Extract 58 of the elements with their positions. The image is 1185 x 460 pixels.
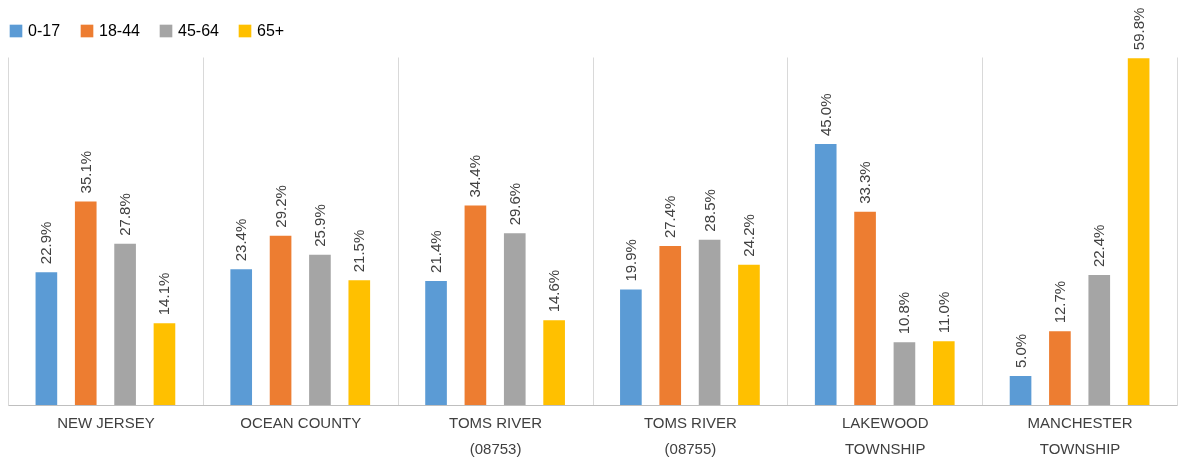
data-label: 35.1% bbox=[76, 150, 94, 194]
x-tick-label: OCEAN COUNTY bbox=[240, 413, 362, 431]
x-tick-label: TOMS RIVER (08753) bbox=[449, 413, 543, 457]
data-label: 45.0% bbox=[816, 93, 834, 136]
x-tick-label: TOMS RIVER (08755) bbox=[643, 413, 738, 457]
data-label: 34.4% bbox=[466, 154, 484, 198]
bar bbox=[893, 342, 916, 405]
data-label: 59.8% bbox=[1129, 7, 1147, 51]
data-label: 33.3% bbox=[856, 161, 874, 204]
bar bbox=[1088, 275, 1111, 405]
x-tick-label: NEW JERSEY bbox=[57, 413, 155, 431]
bar bbox=[698, 239, 721, 405]
data-label: 27.4% bbox=[661, 195, 679, 239]
bar bbox=[932, 341, 955, 405]
bar bbox=[814, 144, 837, 405]
bar bbox=[230, 269, 253, 405]
legend-label: 0-17 bbox=[28, 22, 61, 39]
data-label: 23.4% bbox=[232, 218, 250, 262]
data-label: 29.2% bbox=[271, 185, 289, 228]
data-label: 11.0% bbox=[934, 291, 952, 334]
legend-label: 18-44 bbox=[99, 22, 141, 39]
data-label: 19.9% bbox=[621, 239, 639, 282]
bar bbox=[74, 201, 97, 405]
bar bbox=[1009, 376, 1032, 405]
bar bbox=[269, 235, 292, 405]
bar bbox=[425, 280, 447, 405]
bar bbox=[854, 211, 876, 405]
data-label: 22.9% bbox=[37, 221, 55, 265]
bar bbox=[1127, 58, 1150, 405]
data-label: 21.5% bbox=[350, 229, 368, 273]
bar bbox=[738, 264, 760, 405]
legend-label: 45-64 bbox=[178, 22, 220, 39]
data-label: 10.8% bbox=[895, 291, 913, 335]
bar bbox=[153, 323, 176, 405]
data-label: 14.6% bbox=[545, 269, 563, 313]
bar bbox=[309, 254, 331, 405]
legend-label: 65+ bbox=[257, 22, 285, 39]
x-tick-label: LAKEWOOD TOWNSHIP bbox=[841, 413, 929, 457]
data-label: 14.1% bbox=[155, 272, 173, 316]
bar bbox=[543, 320, 565, 405]
data-label: 28.5% bbox=[700, 189, 718, 232]
x-tick-label: MANCHESTER TOWNSHIP bbox=[1027, 413, 1133, 457]
bar bbox=[659, 246, 682, 405]
bar bbox=[503, 233, 526, 405]
bar bbox=[464, 205, 487, 405]
data-label: 29.6% bbox=[505, 182, 523, 226]
bar bbox=[35, 272, 58, 405]
bar bbox=[114, 243, 136, 405]
data-label: 12.7% bbox=[1050, 280, 1068, 324]
data-label: 27.8% bbox=[116, 193, 134, 236]
bar bbox=[1049, 331, 1071, 405]
data-label: 25.9% bbox=[310, 204, 328, 247]
bar bbox=[348, 280, 371, 405]
data-label: 22.4% bbox=[1090, 224, 1108, 268]
bar bbox=[620, 289, 642, 405]
data-label: 5.0% bbox=[1011, 333, 1029, 368]
data-label: 24.2% bbox=[739, 214, 757, 257]
data-label: 21.4% bbox=[427, 230, 445, 273]
